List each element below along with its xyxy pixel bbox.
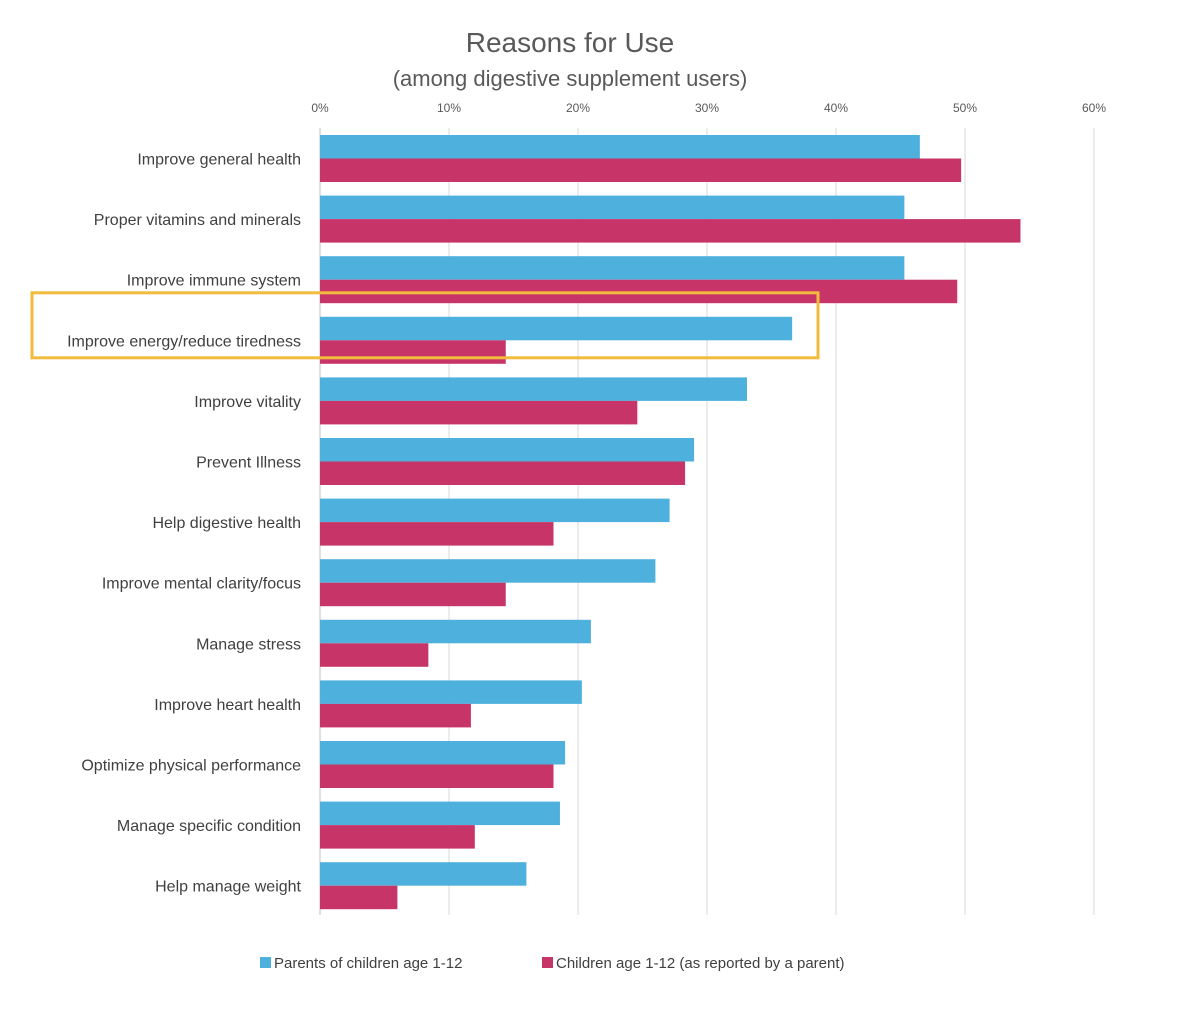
bar-children bbox=[320, 764, 554, 788]
x-tick-label: 30% bbox=[695, 101, 719, 115]
category-label: Prevent Illness bbox=[196, 455, 301, 472]
x-axis-ticks: 0% 10% 20% 30% 40% 50% 60% bbox=[311, 101, 1106, 115]
bar-children bbox=[320, 643, 429, 667]
bar-parents bbox=[320, 377, 747, 401]
category-label: Help digestive health bbox=[152, 515, 301, 532]
x-tick-label: 50% bbox=[953, 101, 977, 115]
category-label: Proper vitamins and minerals bbox=[94, 212, 301, 229]
bar-children bbox=[320, 340, 506, 364]
bar-children bbox=[320, 461, 686, 485]
bar-children bbox=[320, 825, 475, 849]
bar-parents bbox=[320, 862, 527, 886]
category-label: Improve general health bbox=[137, 152, 301, 169]
bar-parents bbox=[320, 801, 560, 826]
bar-children bbox=[320, 158, 962, 182]
legend: Parents of children age 1-12 Children age… bbox=[260, 955, 845, 972]
category-label: Improve mental clarity/focus bbox=[102, 576, 301, 593]
bar-parents bbox=[320, 619, 591, 644]
x-tick-label: 40% bbox=[824, 101, 848, 115]
bar-parents bbox=[320, 741, 566, 765]
category-label: Manage specific condition bbox=[117, 818, 301, 835]
legend-swatch bbox=[542, 957, 553, 968]
legend-label: Parents of children age 1-12 bbox=[274, 955, 462, 972]
bar-parents bbox=[320, 316, 793, 341]
bar-parents bbox=[320, 256, 905, 280]
bar-parents bbox=[320, 195, 905, 220]
legend-label: Children age 1-12 (as reported by a pare… bbox=[556, 955, 845, 972]
bar-parents bbox=[320, 559, 656, 583]
bar-children bbox=[320, 400, 638, 425]
chart-subtitle: (among digestive supplement users) bbox=[393, 66, 748, 91]
bar-children bbox=[320, 703, 471, 728]
category-label: Improve immune system bbox=[127, 273, 301, 290]
bar-parents bbox=[320, 680, 582, 704]
x-tick-label: 10% bbox=[437, 101, 461, 115]
bar-children bbox=[320, 885, 398, 910]
x-tick-label: 20% bbox=[566, 101, 590, 115]
bars bbox=[320, 135, 1021, 910]
category-label: Optimize physical performance bbox=[81, 758, 301, 775]
category-label: Improve energy/reduce tiredness bbox=[67, 333, 301, 350]
x-tick-label: 0% bbox=[311, 101, 329, 115]
category-label: Help manage weight bbox=[155, 879, 301, 896]
bar-parents bbox=[320, 438, 695, 462]
highlight-box bbox=[30, 291, 820, 360]
bar-children bbox=[320, 582, 506, 607]
category-label: Improve vitality bbox=[194, 394, 301, 411]
x-tick-label: 60% bbox=[1082, 101, 1106, 115]
bar-parents bbox=[320, 135, 920, 159]
chart-title: Reasons for Use bbox=[466, 27, 675, 58]
category-labels: Improve general health Proper vitamins an… bbox=[67, 152, 301, 896]
category-label: Improve heart health bbox=[154, 697, 301, 714]
bar-children bbox=[320, 219, 1021, 243]
bar-children bbox=[320, 522, 554, 546]
category-label: Manage stress bbox=[196, 636, 301, 653]
bar-parents bbox=[320, 498, 670, 523]
legend-swatch bbox=[260, 957, 271, 968]
highlight bbox=[30, 291, 820, 360]
